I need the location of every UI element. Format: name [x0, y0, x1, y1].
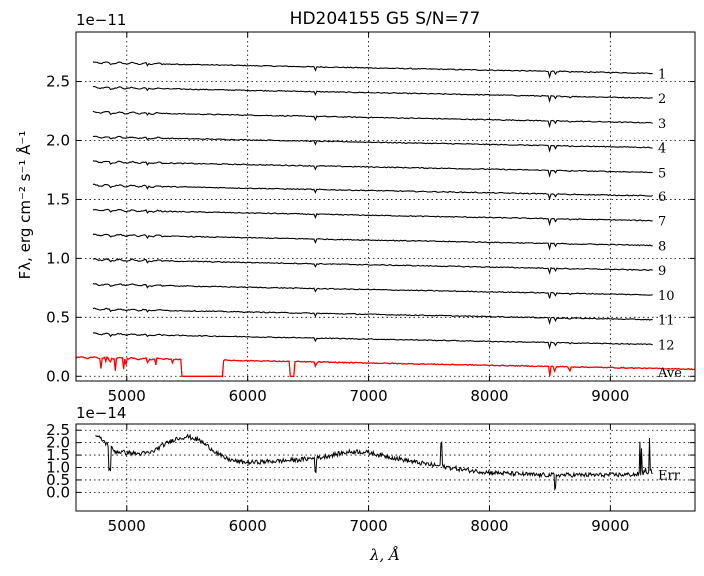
series-label-2: 2 — [658, 92, 666, 107]
series-label-5: 5 — [658, 166, 666, 181]
spectrum-line-5 — [92, 160, 653, 178]
top-x-tick-label: 8000 — [470, 387, 508, 405]
err-label-group: Err — [658, 468, 681, 483]
err-line — [95, 433, 653, 491]
spectrum-line-1 — [92, 61, 653, 79]
series-label-8: 8 — [658, 239, 666, 254]
spectrum-line-9 — [92, 258, 653, 275]
top-y-tick-label: 0.0 — [46, 367, 70, 385]
top-y-tick-label: 1.0 — [46, 249, 70, 267]
series-label-7: 7 — [658, 215, 666, 230]
bot-y-tick-label: 1.5 — [46, 446, 70, 464]
bot-x-tick-label: 5000 — [108, 517, 146, 535]
top-y-tick-label: 2.5 — [46, 73, 70, 91]
series-label-12: 12 — [658, 338, 675, 353]
x-axis-label: λ, Å — [369, 546, 400, 564]
bot-x-tick-label: 9000 — [591, 517, 629, 535]
top-x-ticks: 5000 6000 7000 8000 9000 — [108, 32, 629, 405]
chart-title: HD204155 G5 S/N=77 — [290, 9, 481, 29]
bottom-y-multiplier: 1e−14 — [76, 404, 126, 422]
spectrum-line-8 — [92, 233, 653, 251]
average-spectrum-line — [75, 356, 696, 377]
spectrum-line-12 — [92, 332, 653, 350]
bottom-y-ticks: 0.00.51.01.52.02.5 — [46, 421, 695, 501]
series-label-1: 1 — [658, 67, 666, 82]
top-x-tick-label: 9000 — [591, 387, 629, 405]
bot-y-tick-label: 0.5 — [46, 471, 70, 489]
bot-y-tick-label: 2.5 — [46, 421, 70, 439]
bottom-plot-area — [95, 433, 653, 491]
bot-x-tick-label: 6000 — [229, 517, 267, 535]
top-grid — [76, 32, 695, 381]
bot-x-tick-label: 8000 — [470, 517, 508, 535]
spectrum-line-11 — [92, 307, 653, 326]
top-x-tick-label: 6000 — [229, 387, 267, 405]
top-y-tick-label: 0.5 — [46, 308, 70, 326]
series-label-9: 9 — [658, 264, 666, 279]
top-y-tick-label: 2.0 — [46, 131, 70, 149]
top-y-tick-label: 1.5 — [46, 190, 70, 208]
top-x-tick-label: 7000 — [349, 387, 387, 405]
spectrum-line-10 — [92, 283, 653, 299]
top-y-multiplier: 1e−11 — [76, 11, 126, 29]
series-label-6: 6 — [658, 190, 666, 205]
series-label-11: 11 — [658, 314, 675, 329]
spectrum-line-2 — [92, 85, 653, 103]
bot-y-tick-label: 1.0 — [46, 459, 70, 477]
spectrum-line-4 — [92, 135, 653, 153]
spectrum-line-6 — [92, 183, 653, 201]
y-axis-label: Fλ, erg cm⁻² s⁻¹ Å⁻¹ — [15, 131, 34, 280]
spectrum-line-7 — [92, 208, 653, 227]
bot-x-tick-label: 7000 — [349, 517, 387, 535]
series-label-ave: Ave — [657, 366, 682, 381]
bottom-x-ticks: 5000 6000 7000 8000 9000 — [108, 424, 629, 535]
top-y-ticks: 0.0 0.5 1.0 1.5 2.0 2.5 — [46, 73, 695, 385]
spectrum-line-3 — [92, 110, 653, 129]
bottom-axes-frame — [75, 423, 696, 512]
top-plot-area — [75, 61, 696, 377]
bot-y-tick-label: 2.0 — [46, 434, 70, 452]
series-label-3: 3 — [658, 117, 666, 132]
bottom-grid — [76, 424, 695, 511]
bot-y-tick-label: 0.0 — [46, 483, 70, 501]
series-label-4: 4 — [658, 142, 666, 157]
series-label-err: Err — [658, 468, 681, 483]
top-axes-frame — [75, 31, 696, 382]
top-x-tick-label: 5000 — [108, 387, 146, 405]
series-label-10: 10 — [658, 289, 675, 304]
